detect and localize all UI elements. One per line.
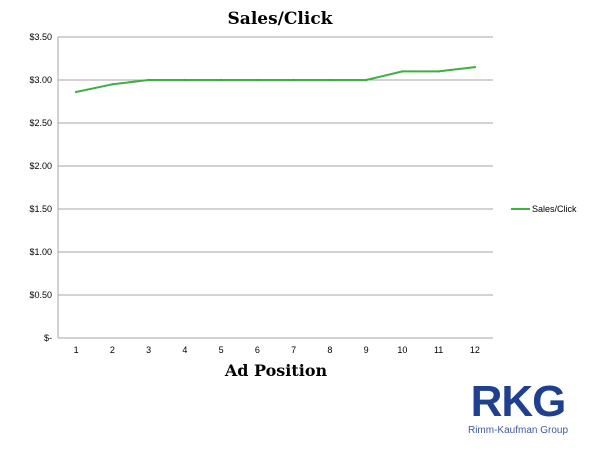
x-tick-label-7: 7 — [291, 345, 296, 355]
y-tick-label-5: $2.50 — [29, 118, 52, 128]
chart-title: Sales/Click — [228, 9, 334, 29]
series-line-sales-per-click — [75, 66, 476, 93]
x-tick-label-9: 9 — [364, 345, 369, 355]
data-point-6 — [256, 78, 259, 82]
x-tick-label-3: 3 — [146, 345, 151, 355]
y-tick-label-3: $1.50 — [29, 204, 52, 214]
x-tick-label-1: 1 — [74, 345, 79, 355]
legend-label-0: Sales/Click — [532, 204, 577, 214]
logo-subtitle: Rimm-Kaufman Group — [467, 425, 569, 436]
y-axis-tick-labels: $- $0.50 $1.00 $1.50 $2.00 $2.50 $3.00 $3.50 — [29, 32, 52, 343]
x-tick-label-12: 12 — [470, 345, 480, 355]
x-tick-label-8: 8 — [327, 345, 332, 355]
data-point-10 — [401, 70, 404, 73]
x-tick-label-11: 11 — [434, 345, 443, 355]
y-tick-label-0: $- — [44, 333, 52, 343]
legend: Sales/Click — [511, 204, 577, 214]
data-point-4 — [183, 78, 187, 82]
y-tick-label-6: $3.00 — [29, 75, 52, 85]
data-point-5 — [219, 78, 223, 82]
y-tick-label-1: $0.50 — [29, 290, 52, 300]
data-point-3 — [147, 78, 150, 82]
gridlines — [57, 36, 493, 339]
series-lines — [74, 65, 477, 94]
data-point-11 — [437, 70, 440, 73]
x-tick-label-10: 10 — [397, 345, 407, 355]
x-axis-title: Ad Position — [224, 361, 328, 380]
data-point-8 — [328, 78, 332, 82]
x-tick-label-4: 4 — [182, 345, 187, 355]
data-point-9 — [364, 78, 368, 82]
x-tick-label-5: 5 — [219, 345, 224, 355]
data-point-7 — [292, 78, 295, 82]
y-tick-label-4: $2.00 — [29, 161, 52, 171]
data-point-1 — [74, 90, 78, 94]
y-tick-label-2: $1.00 — [29, 247, 52, 257]
data-point-12 — [473, 65, 477, 69]
x-tick-label-2: 2 — [110, 345, 115, 355]
x-tick-label-6: 6 — [255, 345, 260, 355]
rkg-logo: RKG Rimm-Kaufman Group — [448, 380, 588, 440]
y-tick-label-7: $3.50 — [29, 32, 52, 42]
data-point-2 — [111, 83, 114, 86]
x-axis-tick-labels: 1 2 3 4 5 6 7 8 9 10 11 12 — [74, 345, 480, 355]
logo-mark: RKG — [470, 377, 567, 426]
